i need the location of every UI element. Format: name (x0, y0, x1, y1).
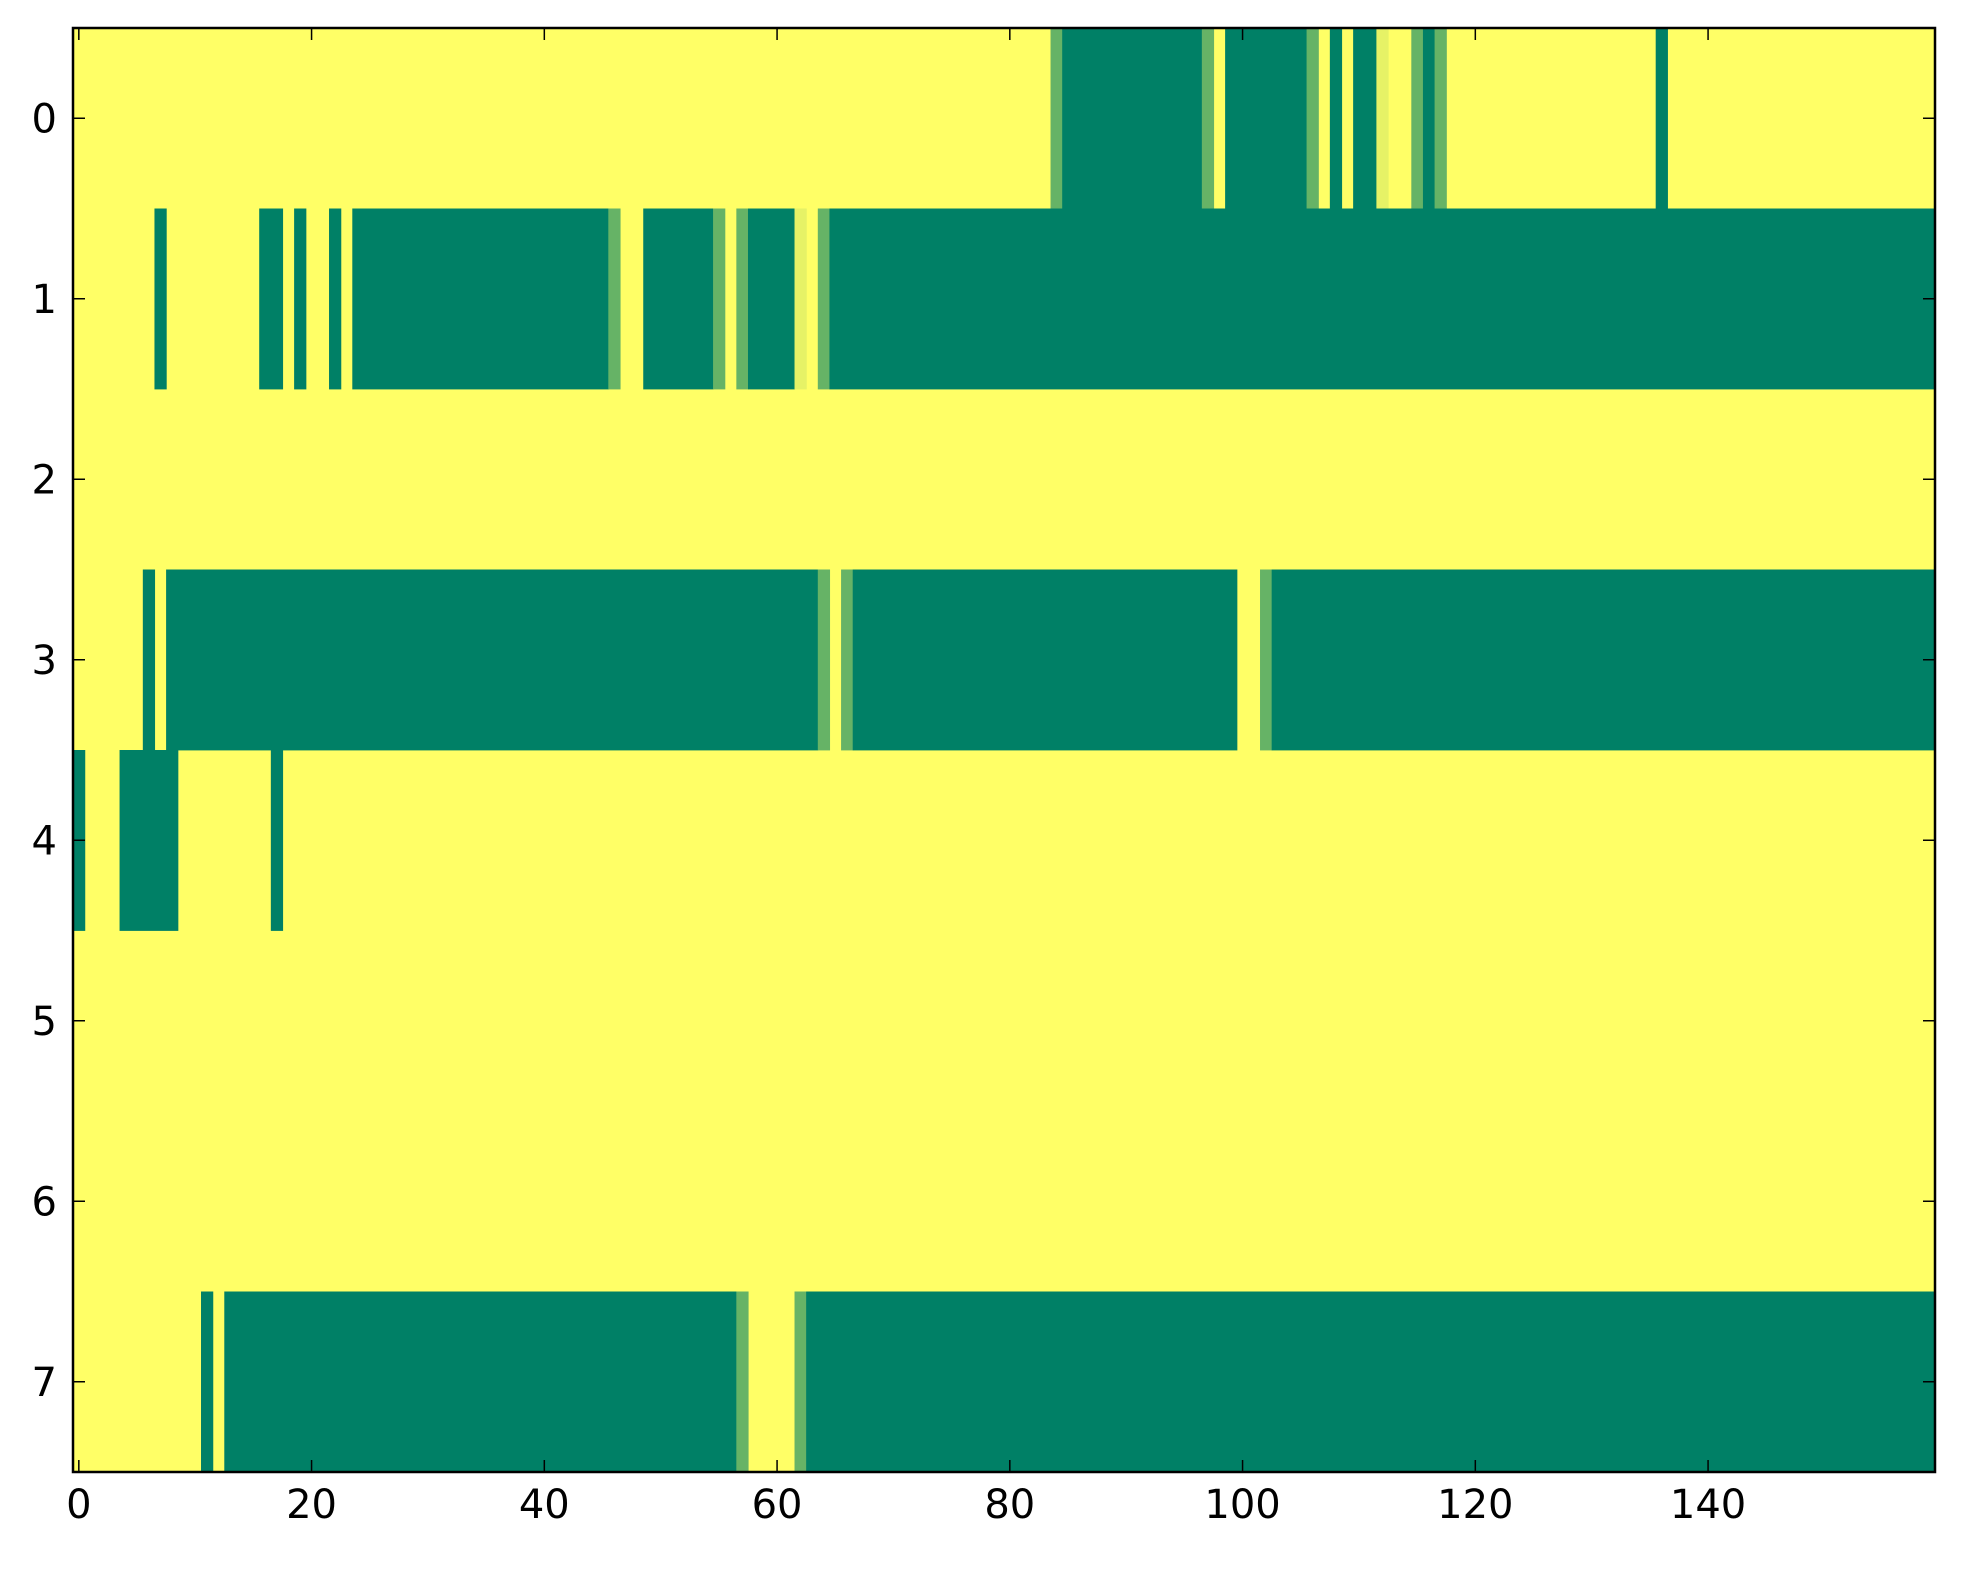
y-tick-label: 4 (32, 818, 57, 864)
heatmap-cell-row-3 (817, 569, 831, 751)
heatmap-cell-row-1 (643, 208, 714, 390)
heatmap-cell-row-1 (736, 208, 749, 390)
heatmap-cell-row-7 (806, 1291, 1936, 1473)
heatmap-cell-row-7 (794, 1291, 807, 1473)
heatmap-cell-row-0 (1422, 28, 1436, 209)
y-tick-label: 3 (32, 638, 57, 684)
heatmap-cell-row-1 (329, 208, 342, 390)
y-tick-label: 0 (32, 96, 57, 142)
x-tick-label: 40 (519, 1482, 570, 1528)
heatmap-cell-row-3 (852, 569, 1238, 751)
heatmap-cell-row-0 (1411, 28, 1424, 209)
heatmap-cell-row-0 (1225, 28, 1308, 209)
y-tick-label: 1 (32, 277, 57, 323)
heatmap-cell-row-3 (166, 569, 819, 751)
heatmap-cell-row-0 (1434, 28, 1447, 209)
heatmap-cell-row-1 (154, 208, 167, 390)
heatmap-cell-row-1 (817, 208, 831, 390)
x-tick-label: 60 (752, 1482, 803, 1528)
x-tick-label: 0 (66, 1482, 91, 1528)
heatmap-cell-row-1 (713, 208, 726, 390)
heatmap-cell-row-3 (1271, 569, 1936, 751)
heatmap-cell-row-0 (1050, 28, 1063, 209)
heatmap-cell-row-7 (736, 1291, 749, 1473)
x-axis: 0 20 40 60 80 100 120 140 (66, 28, 1746, 1528)
heatmap-cell-row-0 (1353, 28, 1377, 209)
heatmap-cell-row-1 (829, 208, 1936, 390)
heatmap-cell-row-1 (352, 208, 609, 390)
x-tick-label: 120 (1437, 1482, 1513, 1528)
heatmap-cell-row-0 (1655, 28, 1668, 209)
heatmap-cell-row-1 (794, 208, 807, 390)
y-tick-label: 6 (32, 1179, 57, 1225)
y-tick-label: 2 (32, 457, 57, 503)
y-tick-label: 7 (32, 1360, 57, 1406)
heatmap-cell-row-3 (142, 569, 156, 751)
heatmap-cell-row-4 (270, 750, 284, 931)
heatmap-cell-row-1 (747, 208, 796, 390)
heatmap-cell-row-7 (224, 1291, 737, 1473)
heatmap-cell-row-0 (1306, 28, 1319, 209)
heatmap-cell-row-0 (1062, 28, 1203, 209)
x-tick-label: 100 (1204, 1482, 1280, 1528)
y-axis: 0 1 2 3 4 5 6 7 (32, 96, 1935, 1406)
heatmap-cell-row-0 (1201, 28, 1215, 209)
plot-border (71, 26, 1937, 1474)
heatmap-cells (73, 28, 1936, 1473)
heatmap-cell-row-0 (1376, 28, 1389, 209)
heatmap-cell-row-4 (119, 750, 179, 931)
heatmap-cell-row-7 (201, 1291, 214, 1473)
heatmap-cell-row-3 (841, 569, 854, 751)
plot-frame (71, 26, 1937, 1474)
x-tick-label: 140 (1670, 1482, 1746, 1528)
x-tick-label: 20 (286, 1482, 337, 1528)
heatmap-cell-row-1 (608, 208, 621, 390)
heatmap-cell-row-1 (294, 208, 307, 390)
x-tick-label: 80 (984, 1482, 1035, 1528)
heatmap-cell-row-0 (1329, 28, 1343, 209)
y-tick-label: 5 (32, 999, 57, 1045)
heatmap-cell-row-1 (259, 208, 284, 390)
heatmap-cell-row-3 (1260, 569, 1273, 751)
